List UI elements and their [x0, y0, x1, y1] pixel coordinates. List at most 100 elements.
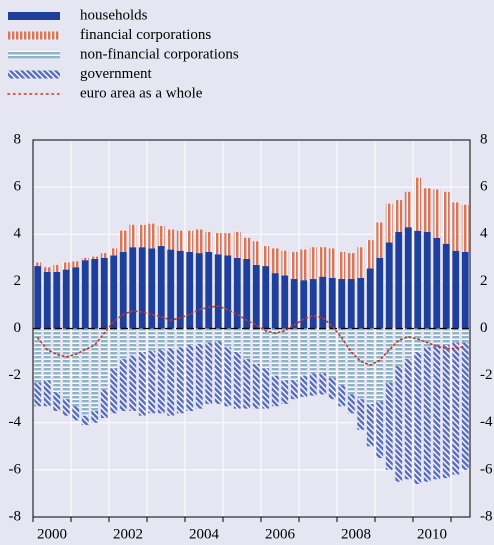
bar — [404, 191, 412, 228]
bar — [357, 277, 365, 329]
bar — [319, 247, 327, 277]
bar — [233, 231, 241, 258]
bar — [138, 352, 146, 416]
bar — [186, 251, 194, 329]
bar — [423, 328, 431, 348]
bar — [167, 229, 175, 250]
bar — [385, 242, 393, 329]
y-tick-label: 0 — [14, 320, 22, 336]
bar — [461, 251, 469, 329]
bar — [252, 264, 260, 329]
bar — [157, 328, 165, 350]
bar — [319, 276, 327, 329]
bar — [233, 257, 241, 329]
y-tick-label: -2 — [9, 367, 22, 383]
bar — [366, 268, 374, 329]
bar — [224, 233, 232, 256]
bar — [290, 328, 298, 381]
bar — [205, 342, 213, 404]
bar — [414, 328, 422, 353]
legend-swatch — [8, 70, 60, 79]
bar — [157, 349, 165, 414]
bar — [452, 342, 460, 475]
bar — [91, 256, 99, 259]
bar — [281, 328, 289, 381]
bar — [34, 266, 42, 329]
bar — [309, 328, 317, 374]
bar — [110, 248, 118, 256]
y-tick-label: 4 — [14, 226, 22, 242]
legend-label: government — [80, 66, 152, 82]
bar — [357, 399, 365, 430]
y2-tick-label: 4 — [480, 226, 488, 242]
bar — [395, 200, 403, 232]
bar — [300, 249, 308, 281]
bar — [328, 377, 336, 400]
bar — [205, 328, 213, 343]
bar — [281, 275, 289, 329]
bar — [328, 277, 336, 329]
bar — [414, 177, 422, 231]
bar — [461, 328, 469, 343]
bar — [91, 328, 99, 411]
y-tick-label: 8 — [14, 131, 22, 147]
y-tick-label: 6 — [14, 179, 22, 195]
bar — [81, 415, 89, 426]
bar — [91, 410, 99, 423]
bar — [224, 255, 232, 329]
x-tick-label: 2004 — [189, 526, 220, 542]
bar — [243, 359, 251, 409]
bar — [72, 406, 80, 421]
bar — [72, 328, 80, 407]
bar — [252, 328, 260, 364]
bar — [433, 189, 441, 238]
bar — [452, 202, 460, 251]
bar — [167, 328, 175, 349]
bar — [452, 250, 460, 329]
bar — [62, 269, 70, 329]
bar — [414, 230, 422, 329]
bar — [186, 328, 194, 345]
y2-tick-label: -4 — [480, 414, 493, 430]
bar — [376, 328, 384, 402]
bar — [347, 279, 355, 329]
bar — [243, 237, 251, 259]
bar — [138, 247, 146, 329]
bar — [366, 403, 374, 447]
bar — [309, 373, 317, 396]
x-tick-label: 2000 — [37, 526, 67, 542]
bar — [53, 328, 61, 393]
bar — [328, 328, 336, 378]
bar — [461, 204, 469, 252]
bar — [43, 328, 51, 381]
bar — [423, 347, 431, 482]
bar — [433, 344, 441, 480]
bar — [34, 328, 42, 383]
y2-tick-label: 8 — [480, 131, 488, 147]
y2-tick-label: -8 — [480, 508, 493, 524]
bar — [34, 382, 42, 407]
bar — [376, 222, 384, 258]
bar — [385, 382, 393, 470]
legend-swatch — [8, 31, 60, 40]
bar — [442, 243, 450, 329]
bar — [338, 385, 346, 407]
bar — [110, 368, 118, 414]
bar — [271, 248, 279, 274]
y-tick-label: -4 — [9, 414, 22, 430]
bar — [224, 347, 232, 407]
bar — [262, 266, 270, 329]
bar — [442, 344, 450, 479]
y-tick-label: -6 — [9, 461, 22, 477]
y2-tick-label: 2 — [480, 273, 488, 289]
bar — [224, 328, 232, 348]
y-tick-label: 2 — [14, 273, 22, 289]
bar — [290, 380, 298, 400]
bar — [366, 240, 374, 269]
bar — [119, 328, 127, 360]
bar — [404, 227, 412, 329]
bar — [262, 246, 270, 267]
bar — [195, 229, 203, 254]
bar — [176, 230, 184, 251]
bar — [157, 226, 165, 247]
